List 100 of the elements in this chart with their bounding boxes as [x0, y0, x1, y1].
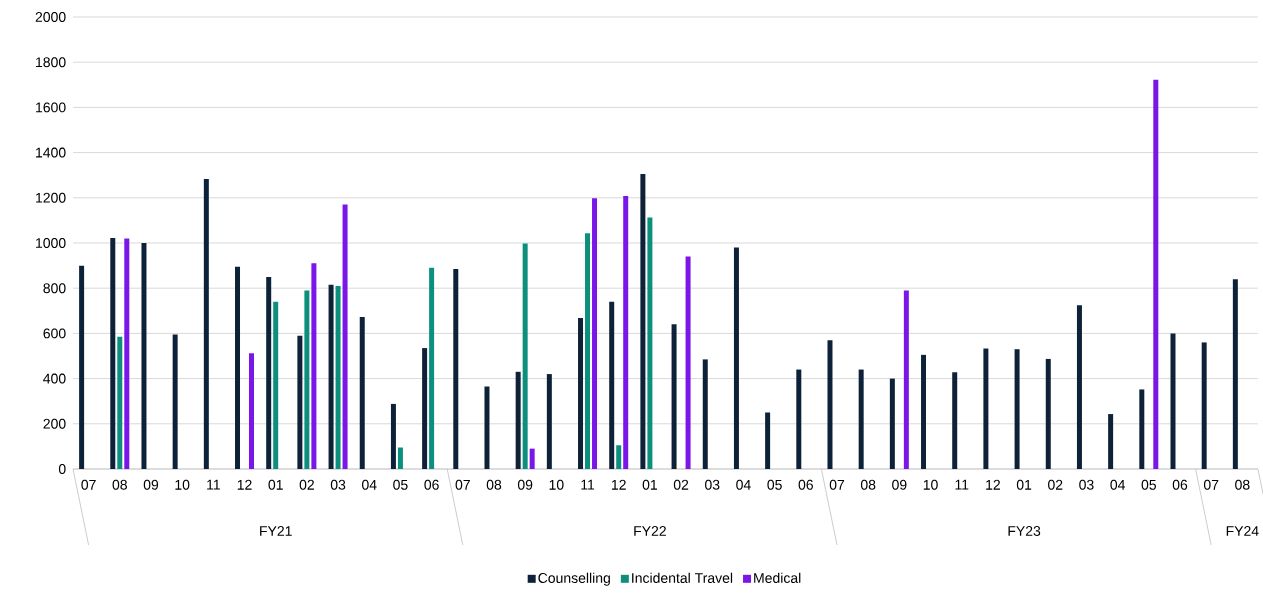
bar	[616, 445, 622, 469]
bar	[297, 335, 303, 469]
x-tick-label: 10	[549, 479, 564, 490]
bar	[79, 265, 85, 469]
y-tick-label: 1400	[36, 147, 66, 158]
x-tick-label: 08	[860, 479, 876, 490]
bar	[342, 204, 348, 469]
y-tick-label: 600	[43, 328, 66, 339]
x-tick-label: 06	[1172, 479, 1188, 490]
bar	[921, 354, 927, 469]
bar	[429, 267, 435, 469]
bar	[765, 412, 771, 469]
x-tick-label: 06	[798, 479, 813, 490]
x-tick-label: 12	[611, 479, 626, 490]
x-tick-label: 05	[767, 479, 782, 490]
bar	[623, 195, 629, 469]
y-tick-label: 800	[43, 283, 66, 294]
x-tick-label: 11	[581, 479, 595, 490]
x-tick-label: 10	[175, 479, 190, 490]
x-tick-label: 02	[673, 479, 689, 490]
bar	[1045, 358, 1051, 469]
text: FY22	[634, 526, 666, 536]
bar	[529, 448, 535, 469]
x-tick-label: 04	[362, 479, 377, 490]
x-tick-label: 11	[955, 479, 969, 490]
legend-label: Incidental Travel	[632, 572, 733, 583]
bar	[484, 386, 490, 469]
bar	[592, 198, 598, 469]
bar	[422, 348, 428, 469]
bar	[304, 290, 310, 469]
bar	[827, 340, 833, 469]
bar	[983, 348, 989, 469]
bar	[172, 334, 178, 469]
bar	[359, 316, 365, 469]
bar	[522, 243, 528, 469]
x-tick-label: 09	[143, 479, 159, 490]
x-tick-label: 03	[1079, 479, 1094, 490]
x-tick-label: 01	[1016, 479, 1032, 490]
x-tick-label: 05	[393, 479, 408, 490]
y-tick-label: 400	[43, 373, 66, 384]
legend-label: Medical	[754, 572, 801, 583]
bar	[1076, 305, 1082, 469]
x-tick-label: 08	[1235, 479, 1250, 490]
x-tick-label: 04	[736, 479, 751, 490]
bar	[124, 238, 130, 469]
x-tick-label: 08	[112, 479, 127, 490]
x-tick-label: 09	[892, 479, 907, 490]
bar	[203, 179, 209, 469]
y-tick-label: 1000	[36, 238, 66, 248]
x-tick-label: 08	[486, 479, 502, 490]
legend-label: Counselling	[538, 572, 610, 586]
x-tick-label: 09	[517, 479, 533, 490]
bar	[110, 238, 116, 469]
bar	[1139, 389, 1145, 469]
bar	[335, 285, 341, 469]
bar	[685, 256, 691, 469]
x-tick-label: 02	[1048, 479, 1063, 490]
x-tick-label: 07	[455, 479, 470, 490]
bar	[273, 301, 279, 469]
text: FY23	[1008, 526, 1041, 536]
x-tick-label: 01	[642, 479, 657, 490]
bar	[889, 378, 895, 469]
bar	[1170, 333, 1176, 469]
bar	[141, 242, 147, 469]
x-tick-label: 10	[923, 479, 938, 490]
x-tick-label: 06	[424, 479, 439, 490]
bar	[1014, 349, 1020, 469]
bar	[328, 284, 334, 469]
bar	[858, 369, 864, 469]
bar	[796, 369, 802, 469]
x-tick-label: 07	[1203, 479, 1219, 490]
bar	[1201, 342, 1207, 469]
y-tick-label: 1200	[36, 192, 66, 203]
bar	[266, 276, 272, 469]
y-tick-label: 1600	[36, 102, 66, 113]
bar	[546, 374, 552, 469]
bar	[1153, 79, 1159, 469]
bar	[609, 301, 615, 469]
bar	[578, 318, 584, 469]
x-tick-label: 02	[299, 479, 314, 490]
x-tick-label: 01	[268, 479, 283, 490]
bar	[952, 372, 958, 469]
y-tick-label: 1800	[36, 57, 66, 68]
bar	[671, 324, 677, 469]
text: FY24	[1226, 526, 1259, 536]
bar	[1232, 279, 1238, 469]
bar	[1108, 414, 1114, 469]
bar	[903, 290, 909, 469]
bar	[515, 371, 521, 469]
bar	[311, 263, 317, 469]
x-tick-label: 12	[986, 479, 1000, 490]
y-tick-label: 200	[43, 418, 66, 429]
bar	[453, 268, 459, 469]
bar	[733, 247, 739, 469]
y-tick-label: 0	[58, 464, 66, 474]
bar	[390, 403, 396, 469]
x-tick-label: 03	[330, 479, 346, 490]
text: FY21	[260, 526, 292, 536]
x-tick-label: 05	[1141, 479, 1157, 490]
x-tick-label: 03	[705, 479, 720, 490]
